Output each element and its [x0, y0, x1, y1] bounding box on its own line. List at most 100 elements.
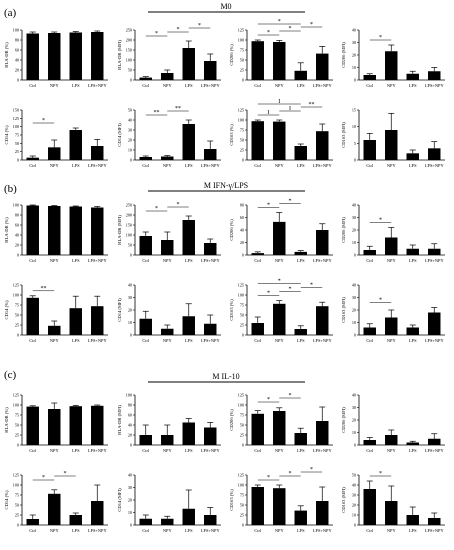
- bar: [316, 131, 329, 160]
- y-tick-label: 40: [352, 393, 356, 398]
- bar: [204, 61, 217, 80]
- bar: [182, 220, 195, 255]
- y-tick-label: 100: [13, 483, 19, 488]
- y-tick-label: 60: [128, 413, 132, 418]
- bar: [316, 421, 329, 445]
- category-label: Ctrl: [142, 338, 150, 343]
- category-label: LPS: [297, 338, 305, 343]
- bar: [91, 306, 104, 335]
- bar: [385, 501, 398, 525]
- y-axis-title: CD206 (MFI): [341, 407, 346, 433]
- chart-panel-6: 0 10 20 30 40 50 CD14 (MFI) Ctrl NPY LPS LPS+NPY **…: [117, 106, 221, 168]
- category-label: NPY: [387, 258, 397, 263]
- category-label: LPS+NPY: [313, 448, 333, 453]
- y-tick-label: 10: [128, 148, 132, 153]
- significance-marker: *: [155, 206, 158, 212]
- bar: [251, 323, 264, 335]
- category-label: Ctrl: [142, 83, 150, 88]
- bar: [26, 157, 39, 160]
- category-label: LPS+NPY: [313, 258, 333, 263]
- bar: [69, 32, 82, 80]
- y-tick-label: 20: [352, 503, 356, 508]
- bar: [139, 77, 152, 80]
- significance-marker: *: [278, 19, 281, 25]
- y-tick-label: 0: [17, 253, 19, 258]
- y-tick-label: 150: [13, 108, 19, 113]
- y-tick-label: 20: [15, 68, 19, 73]
- category-label: LPS: [185, 83, 193, 88]
- y-tick-label: 30: [352, 215, 356, 220]
- category-label: LPS+NPY: [201, 338, 221, 343]
- y-tick-label: 75: [240, 48, 244, 53]
- significance-marker: *: [310, 283, 313, 289]
- category-label: LPS: [409, 163, 417, 168]
- category-label: Ctrl: [366, 83, 374, 88]
- chart-panel-2: 0 50 100 150 200 250 HLA-DR (MFI) Ctrl NPY LPS LPS…: [117, 23, 221, 88]
- category-label: NPY: [275, 338, 285, 343]
- bar: [294, 329, 307, 335]
- category-label: NPY: [387, 448, 397, 453]
- bar: [182, 124, 195, 160]
- category-label: Ctrl: [142, 258, 150, 263]
- bar: [428, 148, 441, 160]
- y-tick-label: 0: [17, 158, 19, 163]
- category-label: LPS+NPY: [425, 338, 445, 343]
- y-tick-label: 25: [15, 323, 19, 328]
- category-label: LPS+NPY: [425, 163, 445, 168]
- significance-marker: *: [42, 475, 45, 481]
- bar: [385, 130, 398, 160]
- category-label: LPS: [409, 448, 417, 453]
- y-tick-label: 125: [238, 283, 244, 288]
- bar: [26, 205, 39, 255]
- y-tick-label: 20: [128, 433, 132, 438]
- y-tick-label: 0: [17, 78, 19, 83]
- bar: [161, 435, 174, 445]
- significance-marker: I: [278, 99, 280, 105]
- bar: [91, 32, 104, 80]
- y-tick-label: 0: [354, 253, 356, 258]
- category-label: Ctrl: [29, 448, 37, 453]
- category-label: NPY: [50, 163, 60, 168]
- significance-marker: *: [155, 31, 158, 37]
- bar: [69, 130, 82, 160]
- bar: [48, 33, 61, 80]
- category-label: NPY: [50, 528, 60, 533]
- bar: [316, 53, 329, 80]
- bar: [139, 318, 152, 335]
- y-tick-label: 0: [354, 523, 356, 528]
- y-tick-label: 75: [240, 493, 244, 498]
- y-axis-title: CD14 (%): [4, 490, 9, 509]
- category-label: Ctrl: [254, 528, 262, 533]
- y-tick-label: 0: [17, 333, 19, 338]
- y-tick-label: 50: [240, 423, 244, 428]
- category-label: NPY: [275, 258, 285, 263]
- y-tick-label: 20: [352, 53, 356, 58]
- y-axis-title: CD163 (MFI): [341, 487, 346, 513]
- y-axis-title: CD163 (MFI): [341, 122, 346, 148]
- category-label: NPY: [387, 338, 397, 343]
- bar: [48, 409, 61, 445]
- y-axis-title: HLA-DR (MFI): [117, 405, 122, 435]
- y-axis-title: CD14 (MFI): [117, 123, 122, 147]
- category-label: NPY: [275, 163, 285, 168]
- y-tick-label: 40: [128, 423, 132, 428]
- bar: [204, 149, 217, 160]
- y-tick-label: 150: [126, 223, 132, 228]
- bar: [363, 440, 376, 445]
- chart-panel-19: 0 25 50 75 100 125 CD206 (%) Ctrl NPY LPS LPS+NPY *…: [229, 393, 333, 453]
- chart-panel-10: 0 50 100 150 200 250 HLA-DR (MFI) Ctrl NPY LPS LPS…: [117, 202, 221, 263]
- bar: [385, 237, 398, 255]
- y-tick-label: 30: [352, 405, 356, 410]
- bar: [161, 156, 174, 160]
- significance-marker: *: [289, 393, 292, 399]
- bar: [316, 230, 329, 255]
- y-tick-label: 125: [13, 283, 19, 288]
- y-tick-label: 10: [352, 124, 356, 129]
- significance-marker: *: [64, 471, 67, 477]
- y-tick-label: 20: [128, 138, 132, 143]
- y-tick-label: 50: [15, 503, 19, 508]
- category-label: LPS+NPY: [425, 528, 445, 533]
- y-axis-title: CD206 (%): [229, 409, 234, 431]
- category-label: NPY: [387, 528, 397, 533]
- category-label: LPS+NPY: [425, 83, 445, 88]
